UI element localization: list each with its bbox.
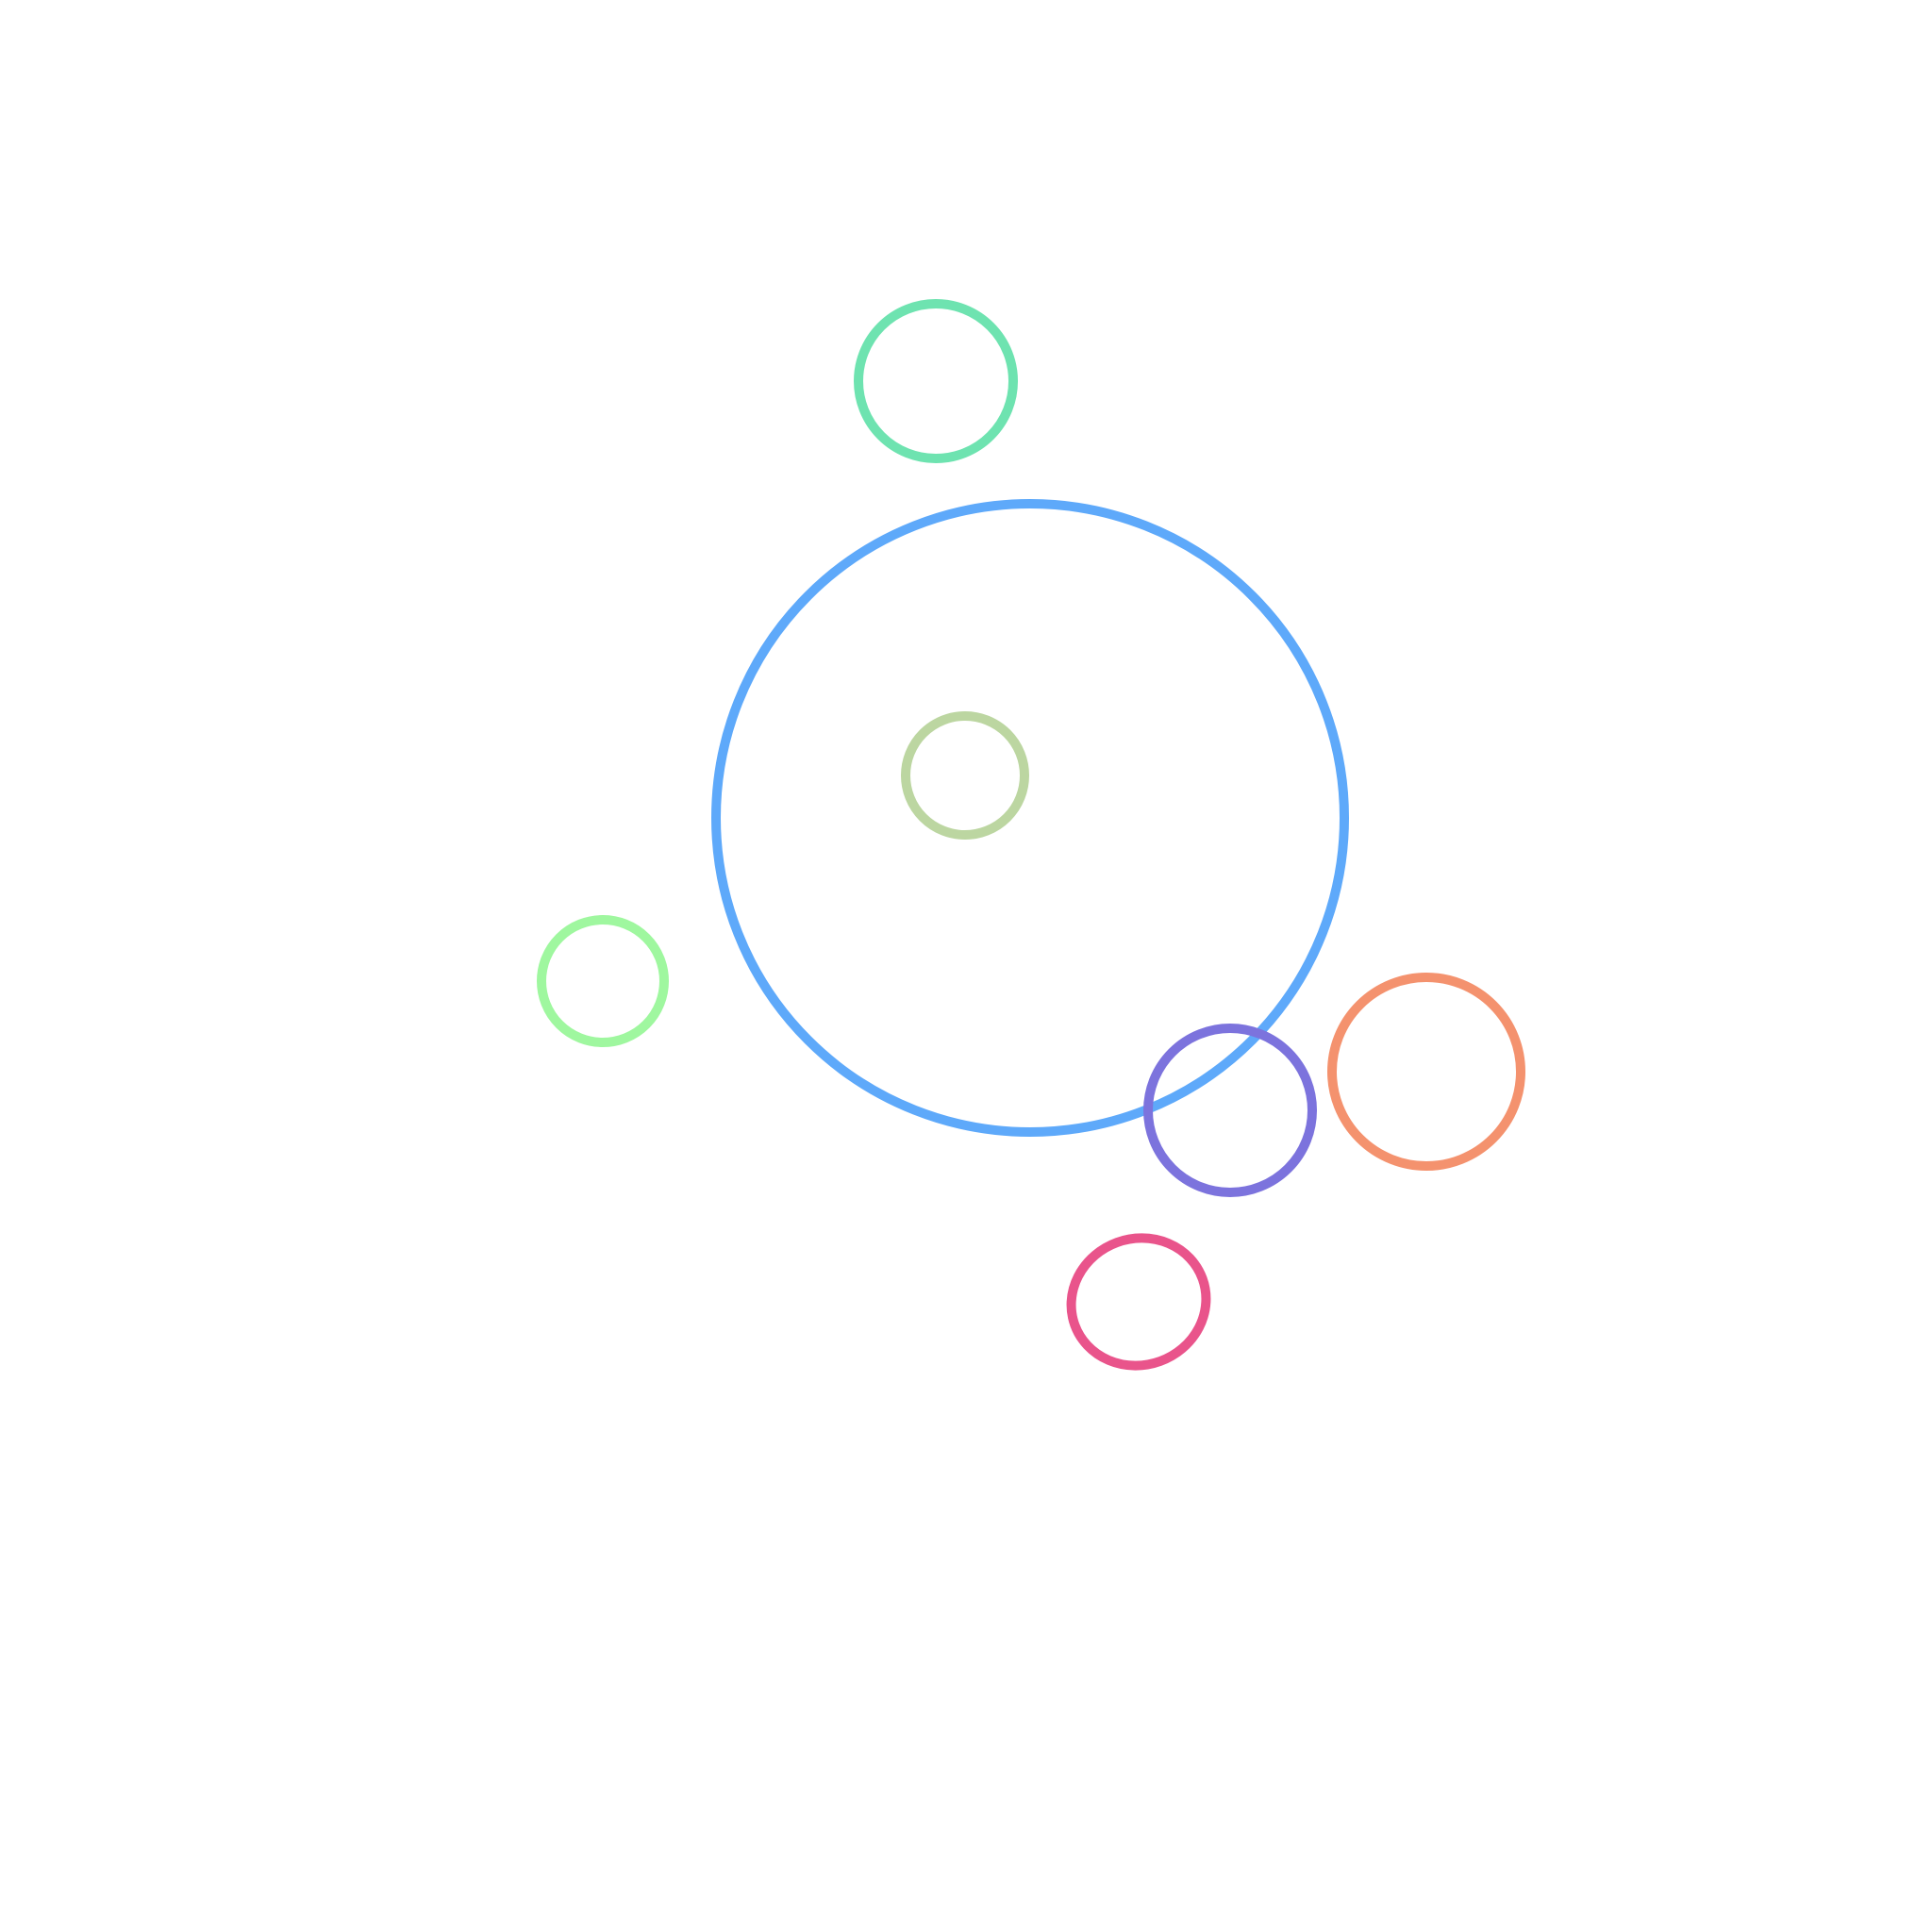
orange-circle: [1327, 973, 1525, 1171]
large-blue-circle: [711, 499, 1349, 1137]
pink-ellipse: [1066, 1233, 1211, 1371]
sage-circle: [901, 711, 1029, 840]
teal-circle: [854, 299, 1018, 463]
purple-circle: [1143, 1024, 1317, 1197]
light-green-circle: [537, 915, 669, 1047]
